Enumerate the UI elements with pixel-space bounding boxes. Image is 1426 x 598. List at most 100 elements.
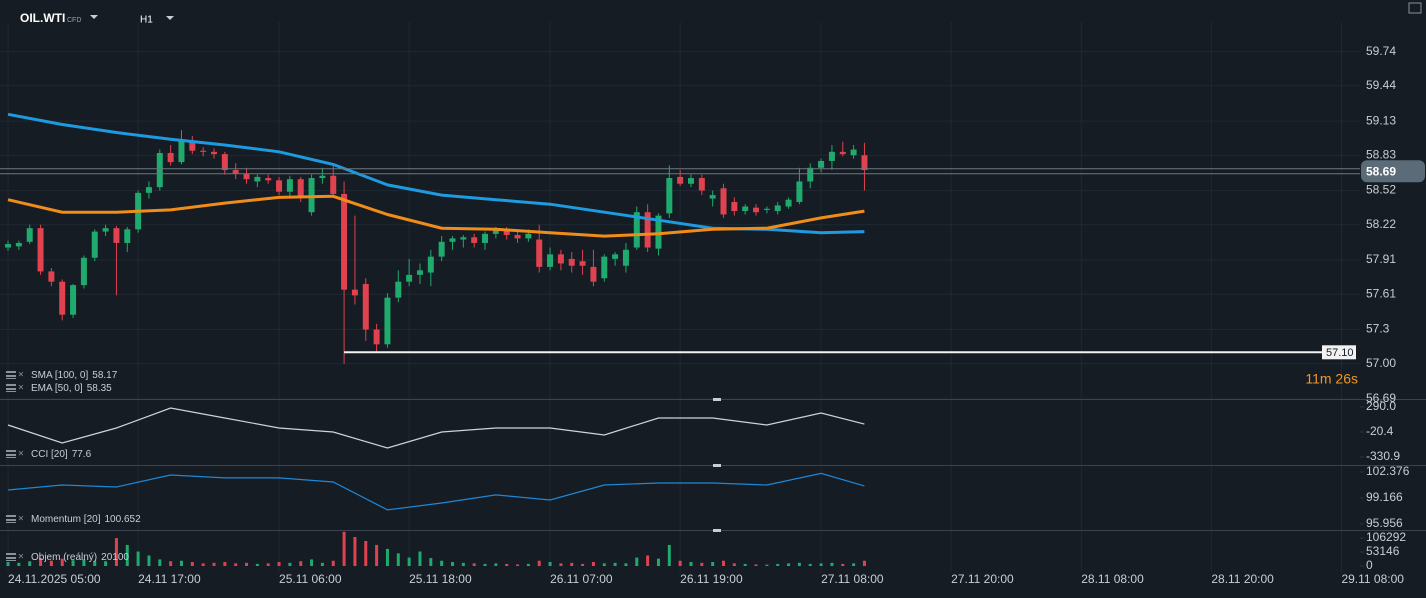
candle-body: [666, 178, 673, 214]
volume-bar: [646, 555, 650, 566]
candle-body: [644, 212, 651, 248]
candle-body: [612, 254, 619, 259]
volume-bar: [418, 551, 422, 566]
legend-close[interactable]: ×: [18, 514, 24, 525]
legend-icon[interactable]: [6, 515, 16, 523]
last-price-box: [1361, 160, 1425, 183]
legend-close[interactable]: ×: [18, 370, 24, 381]
volume-bar: [429, 558, 433, 566]
y-tick-label: 57.3: [1366, 322, 1390, 336]
legend-close[interactable]: ×: [18, 449, 24, 460]
candle-body: [5, 244, 12, 248]
y-tick-label: 102.376: [1366, 464, 1410, 478]
candle-body: [26, 228, 33, 242]
candle-body: [839, 151, 846, 155]
volume-bar: [537, 560, 541, 566]
legend-value: 77.6: [72, 449, 92, 460]
x-tick-label: 24.11.2025 05:00: [8, 572, 101, 586]
candle-body: [731, 201, 738, 212]
candle-body: [351, 289, 358, 296]
volume-bar: [613, 562, 617, 566]
candle-body: [622, 249, 629, 266]
y-tick-label: -330.9: [1366, 449, 1400, 463]
candle-body: [763, 208, 770, 210]
window-icon[interactable]: [1408, 2, 1422, 14]
legend-value: 20100: [101, 552, 129, 563]
volume-bar: [602, 563, 606, 566]
candle-body: [167, 152, 174, 163]
volume-bar: [158, 559, 162, 566]
dropdown-arrow[interactable]: [166, 16, 174, 20]
legend-name: SMA [100, 0]: [31, 370, 88, 381]
candle-body: [449, 238, 456, 242]
volume-bar: [591, 562, 595, 566]
legend-icon[interactable]: [6, 553, 16, 561]
candle-body: [254, 176, 261, 182]
dropdown-arrow[interactable]: [90, 15, 98, 19]
y-tick-label: 106292: [1366, 530, 1406, 544]
volume-bar: [49, 560, 53, 566]
volume-bar: [494, 563, 498, 566]
volume-bar: [581, 563, 585, 566]
volume-bar: [787, 563, 791, 566]
volume-bar: [114, 538, 118, 566]
candle-body: [828, 151, 835, 161]
timeframe[interactable]: H1: [140, 15, 153, 26]
volume-bar: [342, 531, 346, 566]
volume-bar: [331, 560, 335, 566]
candle-body: [677, 176, 684, 184]
indicator-line: [7, 472, 865, 511]
volume-bar: [505, 563, 509, 566]
volume-bar: [548, 562, 552, 566]
legend-close[interactable]: ×: [18, 552, 24, 563]
candle-body: [265, 178, 272, 181]
y-tick-label: 57.00: [1366, 356, 1396, 370]
candle-body: [807, 167, 814, 182]
candle-body: [547, 254, 554, 267]
candle-body: [113, 228, 120, 243]
volume-bar: [288, 562, 292, 566]
price-level-box: [1322, 345, 1356, 360]
volume-bar: [711, 562, 715, 566]
header: OIL.WTI CFD H1: [20, 2, 1422, 26]
candle-body: [286, 179, 293, 192]
volume-bar: [396, 553, 400, 566]
candle-body: [742, 206, 749, 212]
panel-handle[interactable]: [713, 529, 721, 532]
x-tick-label: 26.11 07:00: [550, 572, 613, 586]
volume-bar: [743, 563, 747, 566]
legend-entry: Objem (reálný) 20100: [31, 552, 129, 563]
volume-bar: [461, 562, 465, 566]
volume-bar: [125, 544, 129, 566]
candle-body: [785, 199, 792, 207]
candle-body: [753, 207, 760, 213]
volume-bar: [808, 563, 812, 566]
x-tick-label: 24.11 17:00: [138, 572, 201, 586]
candle-body: [698, 178, 705, 191]
panel-handle[interactable]: [713, 464, 721, 467]
legend-close[interactable]: ×: [18, 383, 24, 394]
instrument-type: CFD: [67, 17, 81, 24]
y-tick-label: 95.956: [1366, 516, 1403, 530]
volume-bar: [667, 544, 671, 566]
candle-body: [59, 281, 66, 315]
legend-icon[interactable]: [6, 371, 16, 379]
volume-bar: [819, 563, 823, 566]
x-tick-label: 26.11 19:00: [680, 572, 743, 586]
indicator-line: [7, 194, 865, 238]
volume-bar: [136, 551, 140, 566]
candle-body: [482, 233, 489, 243]
panel-handle[interactable]: [713, 398, 721, 401]
candle-body: [319, 175, 326, 179]
legend-icon[interactable]: [6, 450, 16, 458]
y-tick-label: 58.83: [1366, 147, 1396, 161]
candle-body: [124, 229, 131, 243]
volume-bar: [266, 563, 270, 566]
symbol[interactable]: OIL.WTI: [20, 11, 65, 25]
legend-icon[interactable]: [6, 384, 16, 392]
volume-bar: [212, 562, 216, 566]
volume-bar: [375, 544, 379, 566]
candle-body: [341, 193, 348, 290]
candle-body: [200, 150, 207, 152]
